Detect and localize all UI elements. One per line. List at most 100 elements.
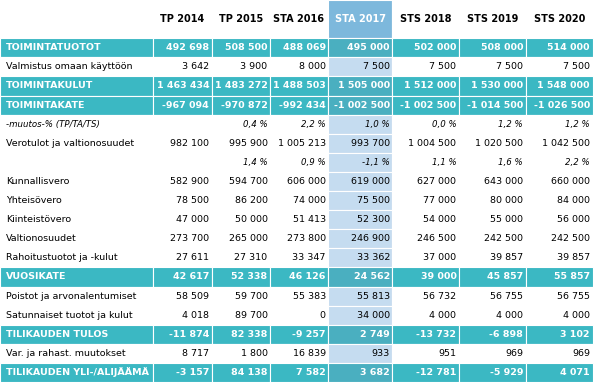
- Bar: [270, 306, 328, 325]
- Text: -3 157: -3 157: [176, 368, 209, 377]
- Bar: [0, 57, 153, 76]
- Text: -967 094: -967 094: [162, 100, 209, 110]
- Text: 1 512 000: 1 512 000: [404, 81, 457, 91]
- Text: 42 617: 42 617: [173, 272, 209, 282]
- Text: -970 872: -970 872: [221, 100, 267, 110]
- Bar: [153, 172, 212, 191]
- Text: TOIMINTATUOTOT: TOIMINTATUOTOT: [6, 43, 102, 52]
- Bar: [153, 134, 212, 153]
- Bar: [526, 325, 593, 344]
- Bar: [153, 229, 212, 248]
- Text: 34 000: 34 000: [357, 311, 390, 320]
- Text: 47 000: 47 000: [176, 215, 209, 224]
- Bar: [212, 210, 270, 229]
- Bar: [526, 267, 593, 286]
- Bar: [0, 344, 153, 363]
- Bar: [392, 325, 459, 344]
- Text: Valtionosuudet: Valtionosuudet: [6, 234, 77, 243]
- Text: 627 000: 627 000: [418, 177, 457, 186]
- Text: 3 102: 3 102: [560, 330, 590, 339]
- Bar: [153, 153, 212, 172]
- Bar: [153, 57, 212, 76]
- Bar: [392, 229, 459, 248]
- Bar: [328, 191, 392, 210]
- Bar: [0, 191, 153, 210]
- Text: 1 483 272: 1 483 272: [215, 81, 267, 91]
- Bar: [0, 248, 153, 267]
- Text: 55 383: 55 383: [293, 291, 326, 301]
- Text: Poistot ja arvonalentumiset: Poistot ja arvonalentumiset: [6, 291, 136, 301]
- Text: 7 582: 7 582: [296, 368, 326, 377]
- Bar: [526, 172, 593, 191]
- Text: 51 413: 51 413: [293, 215, 326, 224]
- Text: 45 857: 45 857: [487, 272, 523, 282]
- Bar: [328, 172, 392, 191]
- Text: 594 700: 594 700: [228, 177, 267, 186]
- Text: -1 014 500: -1 014 500: [467, 100, 523, 110]
- Bar: [212, 172, 270, 191]
- Bar: [392, 363, 459, 382]
- Bar: [212, 0, 270, 38]
- Bar: [153, 286, 212, 306]
- Bar: [392, 76, 459, 96]
- Text: -992 434: -992 434: [279, 100, 326, 110]
- Text: 502 000: 502 000: [414, 43, 457, 52]
- Bar: [459, 38, 526, 57]
- Bar: [270, 363, 328, 382]
- Bar: [270, 248, 328, 267]
- Text: 495 000: 495 000: [347, 43, 390, 52]
- Text: 1 042 500: 1 042 500: [542, 139, 590, 148]
- Bar: [270, 286, 328, 306]
- Text: 969: 969: [505, 349, 523, 358]
- Bar: [153, 267, 212, 286]
- Bar: [212, 153, 270, 172]
- Text: 78 500: 78 500: [176, 196, 209, 205]
- Text: 80 000: 80 000: [490, 196, 523, 205]
- Bar: [392, 96, 459, 115]
- Text: 75 500: 75 500: [357, 196, 390, 205]
- Text: 37 000: 37 000: [423, 253, 457, 262]
- Bar: [212, 38, 270, 57]
- Text: 59 700: 59 700: [234, 291, 267, 301]
- Text: 46 126: 46 126: [290, 272, 326, 282]
- Text: 4 000: 4 000: [563, 311, 590, 320]
- Text: 508 000: 508 000: [481, 43, 523, 52]
- Bar: [0, 0, 153, 38]
- Text: Var. ja rahast. muutokset: Var. ja rahast. muutokset: [6, 349, 126, 358]
- Bar: [153, 76, 212, 96]
- Bar: [392, 134, 459, 153]
- Bar: [459, 248, 526, 267]
- Text: 0: 0: [320, 311, 326, 320]
- Text: 4 000: 4 000: [496, 311, 523, 320]
- Bar: [459, 153, 526, 172]
- Text: STA 2017: STA 2017: [335, 14, 386, 24]
- Text: -1,1 %: -1,1 %: [362, 158, 390, 167]
- Text: 56 000: 56 000: [557, 215, 590, 224]
- Text: 982 100: 982 100: [170, 139, 209, 148]
- Text: STS 2019: STS 2019: [467, 14, 518, 24]
- Bar: [328, 210, 392, 229]
- Text: Satunnaiset tuotot ja kulut: Satunnaiset tuotot ja kulut: [6, 311, 133, 320]
- Text: 58 509: 58 509: [176, 291, 209, 301]
- Bar: [459, 115, 526, 134]
- Bar: [526, 115, 593, 134]
- Bar: [392, 286, 459, 306]
- Bar: [526, 134, 593, 153]
- Bar: [153, 0, 212, 38]
- Bar: [459, 210, 526, 229]
- Text: -9 257: -9 257: [292, 330, 326, 339]
- Bar: [526, 344, 593, 363]
- Bar: [328, 57, 392, 76]
- Bar: [459, 344, 526, 363]
- Text: 265 000: 265 000: [228, 234, 267, 243]
- Bar: [270, 153, 328, 172]
- Bar: [526, 210, 593, 229]
- Text: 33 362: 33 362: [356, 253, 390, 262]
- Bar: [328, 325, 392, 344]
- Bar: [392, 57, 459, 76]
- Bar: [270, 172, 328, 191]
- Bar: [526, 286, 593, 306]
- Bar: [212, 229, 270, 248]
- Text: 0,4 %: 0,4 %: [243, 120, 267, 129]
- Text: 969: 969: [572, 349, 590, 358]
